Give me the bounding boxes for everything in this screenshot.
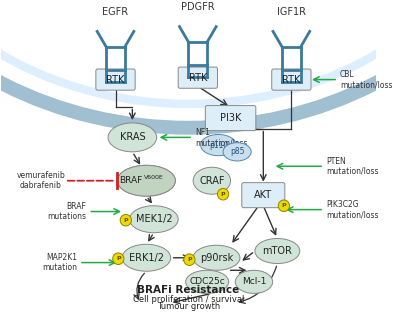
Text: V600E: V600E [144, 175, 163, 180]
Text: MEK1/2: MEK1/2 [136, 214, 172, 224]
Text: BRAFV600E: BRAFV600E [0, 311, 1, 312]
Text: vemurafenib
dabrafenib: vemurafenib dabrafenib [16, 171, 65, 190]
Text: P: P [282, 203, 286, 208]
Circle shape [184, 254, 195, 266]
Ellipse shape [255, 238, 300, 264]
Ellipse shape [201, 134, 236, 156]
Ellipse shape [186, 270, 229, 293]
Ellipse shape [117, 165, 175, 196]
Text: PIK3C2G
mutation/loss: PIK3C2G mutation/loss [326, 200, 378, 219]
Text: P: P [221, 192, 225, 197]
Ellipse shape [223, 143, 251, 161]
Text: mTOR: mTOR [262, 246, 292, 256]
Text: CBL
mutation/loss: CBL mutation/loss [340, 70, 392, 89]
Circle shape [113, 253, 124, 265]
Text: p90rsk: p90rsk [200, 253, 233, 263]
Text: BRAF: BRAF [119, 176, 143, 185]
Text: RTK: RTK [189, 73, 207, 83]
Ellipse shape [193, 167, 230, 194]
Text: MAP2K1
mutation: MAP2K1 mutation [42, 253, 77, 272]
Ellipse shape [193, 245, 240, 270]
FancyBboxPatch shape [242, 183, 285, 208]
Text: p110: p110 [209, 141, 228, 149]
Ellipse shape [117, 165, 175, 196]
FancyBboxPatch shape [205, 105, 256, 131]
Text: PDGFR: PDGFR [181, 2, 215, 12]
Ellipse shape [122, 244, 171, 271]
Text: Cell proliferation / survival: Cell proliferation / survival [133, 295, 244, 304]
Text: P: P [187, 257, 192, 262]
FancyBboxPatch shape [178, 67, 218, 88]
Text: CDC25c: CDC25c [189, 277, 225, 286]
Text: BRAFi Resistance: BRAFi Resistance [137, 285, 240, 295]
Circle shape [120, 214, 132, 226]
Circle shape [218, 188, 229, 200]
Text: P: P [124, 218, 128, 223]
Text: RTK: RTK [282, 75, 300, 85]
Text: P: P [116, 256, 121, 261]
Ellipse shape [130, 206, 178, 233]
Text: Mcl-1: Mcl-1 [242, 277, 266, 286]
Text: RTK: RTK [106, 75, 125, 85]
Text: KRAS: KRAS [120, 132, 145, 142]
Text: AKT: AKT [254, 190, 272, 200]
Text: ERK1/2: ERK1/2 [129, 253, 164, 263]
Text: BRAF
mutations: BRAF mutations [48, 202, 86, 221]
FancyBboxPatch shape [272, 69, 311, 90]
Text: EGFR: EGFR [102, 7, 128, 17]
Circle shape [278, 200, 290, 212]
Text: IGF1R: IGF1R [277, 7, 306, 17]
Text: PI3K: PI3K [220, 113, 241, 123]
Text: NF1
mutation/loss: NF1 mutation/loss [195, 128, 248, 147]
Text: PTEN
mutation/loss: PTEN mutation/loss [326, 157, 378, 176]
Text: Tumour growth: Tumour growth [157, 302, 220, 311]
Ellipse shape [108, 123, 157, 152]
Text: p85: p85 [230, 147, 244, 156]
Ellipse shape [235, 270, 273, 293]
FancyBboxPatch shape [96, 69, 135, 90]
Text: CRAF: CRAF [199, 176, 225, 186]
